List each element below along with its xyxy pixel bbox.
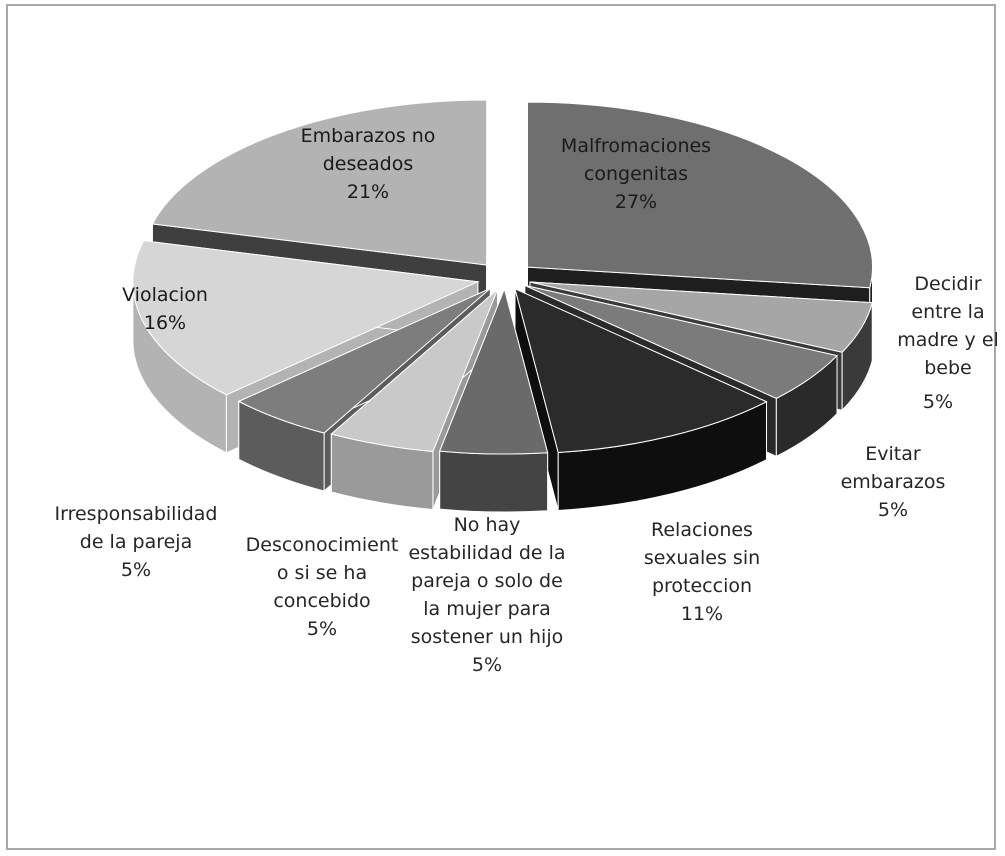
slice-label-6: Irresponsabilidad de la pareja 5% [55,503,218,581]
slice-value-label: 11% [681,603,723,625]
slice-top-face [237,287,491,434]
slice-category-label: bebe [924,357,972,379]
slice-category-label: la mujer para [423,598,551,620]
slice-value-label: 16% [144,312,186,334]
slice-label-1: Decidir entre la madre y el bebe 5% [897,273,999,413]
pie-slices [132,99,874,513]
slice-value-label: 5% [472,654,502,676]
slice-top-face [524,284,839,399]
slice-category-label: Decidir [914,273,981,295]
slice-category-label: Embarazos no [301,125,436,147]
slice-category-label: proteccion [652,575,752,597]
slice-category-label: Malfromaciones [561,135,711,157]
slice-value-label: 5% [121,559,151,581]
slice-category-label: Relaciones [651,519,753,541]
slice-category-label: Desconocimient [246,534,399,556]
pie-labels: Malfromaciones congenitas 27% Decidir entre … [55,125,999,676]
slice-category-label: madre y el [897,329,999,351]
slice-value-label: 5% [878,499,908,521]
slice-category-label: Irresponsabilidad [55,503,218,525]
slice-category-label: deseados [323,153,414,175]
slice-category-label: sostener un hijo [411,626,564,648]
slice-value-label: 5% [923,391,953,413]
slice-label-5: Desconocimient o si se ha concebido 5% [246,534,399,640]
slice-category-label: estabilidad de la [408,542,565,564]
slice-category-label: sexuales sin [644,547,760,569]
slice-outer-wall [439,450,549,513]
slice-label-2: Evitar embarazos 5% [841,443,946,521]
slice-label-8: Embarazos no deseados 21% [301,125,436,203]
slice-category-label: concebido [273,590,370,612]
slice-category-label: Evitar [865,443,921,465]
slice-label-7: Violacion 16% [122,284,208,334]
slice-category-label: o si se ha [277,562,367,584]
slice-top-face [527,101,873,289]
slice-category-label: No hay [454,514,521,536]
slice-value-label: 27% [615,191,657,213]
slice-top-face [529,281,873,353]
slice-label-3: Relaciones sexuales sin proteccion 11% [644,519,760,625]
slice-category-label: de la pareja [80,531,192,553]
slice-category-label: entre la [911,301,984,323]
slice-category-label: congenitas [584,163,688,185]
slice-category-label: pareja o solo de [411,570,563,592]
pie-slice-4 [439,287,549,513]
slice-top-face [151,99,488,266]
slice-category-label: embarazos [841,471,946,493]
slice-top-face [439,287,549,455]
slice-value-label: 5% [307,618,337,640]
slice-top-face [132,240,480,396]
slice-value-label: 21% [347,181,389,203]
slice-label-0: Malfromaciones congenitas 27% [561,135,711,213]
slice-label-4: No hay estabilidad de la pareja o solo de l… [408,514,565,676]
slice-category-label: Violacion [122,284,208,306]
pie-slice-3 [514,287,768,512]
slice-top-face [330,289,499,452]
slice-top-face [514,287,768,454]
